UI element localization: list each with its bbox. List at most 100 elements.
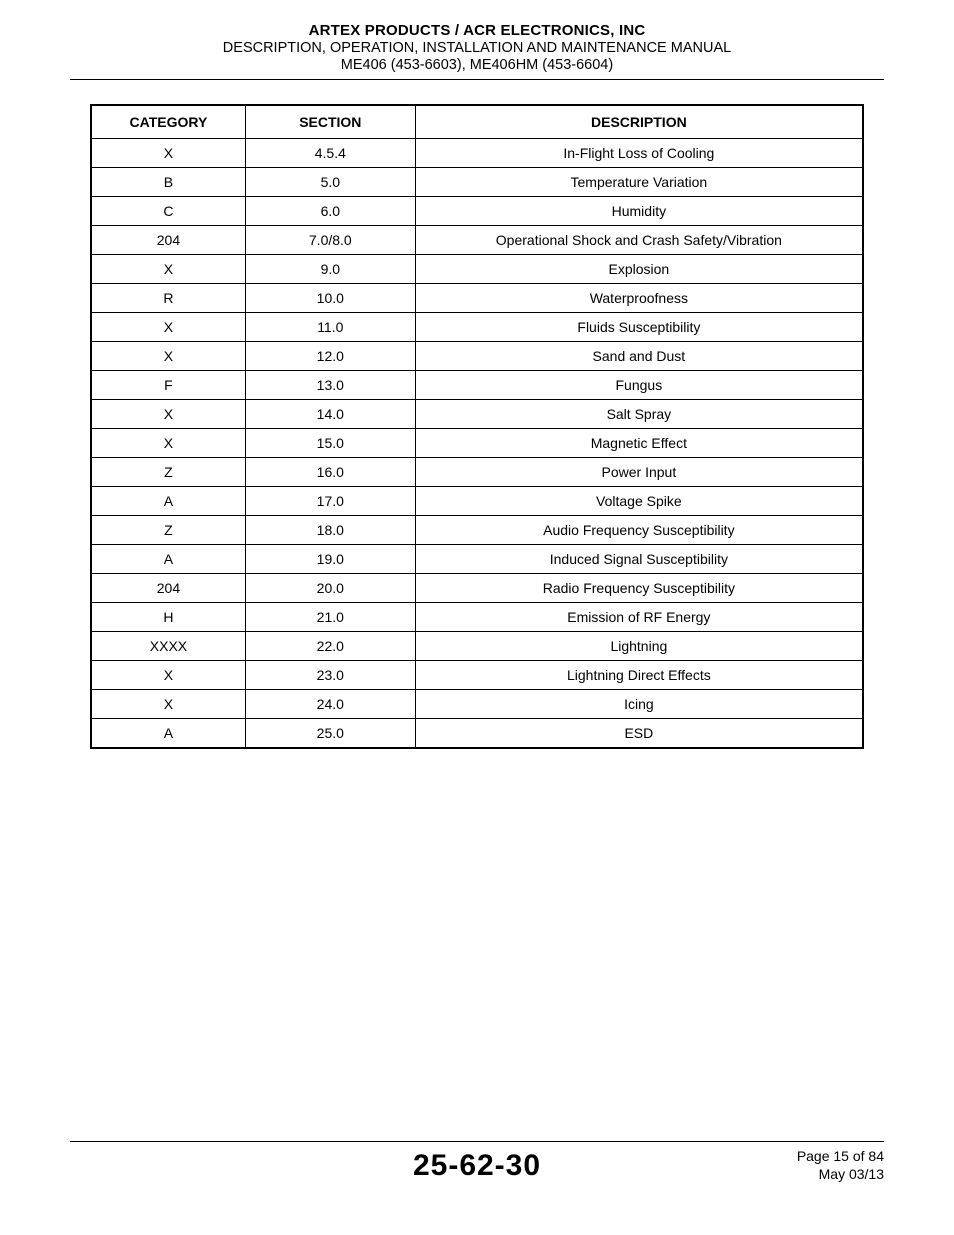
document-page: ARTEX PRODUCTS / ACR ELECTRONICS, INC DE…	[0, 0, 954, 1235]
cell-description: Operational Shock and Crash Safety/Vibra…	[415, 226, 863, 255]
cell-category: R	[91, 284, 245, 313]
cell-description: Lightning Direct Effects	[415, 661, 863, 690]
cell-description: Lightning	[415, 632, 863, 661]
table-header-row: CATEGORY SECTION DESCRIPTION	[91, 105, 863, 139]
table-row: X12.0Sand and Dust	[91, 342, 863, 371]
cell-description: Fluids Susceptibility	[415, 313, 863, 342]
th-category: CATEGORY	[91, 105, 245, 139]
cell-category: X	[91, 313, 245, 342]
cell-category: F	[91, 371, 245, 400]
footer-date: May 03/13	[684, 1166, 884, 1184]
cell-category: X	[91, 342, 245, 371]
table-row: A25.0ESD	[91, 719, 863, 749]
cell-description: Icing	[415, 690, 863, 719]
cell-section: 20.0	[245, 574, 415, 603]
table-body: X4.5.4In-Flight Loss of CoolingB5.0Tempe…	[91, 139, 863, 749]
page-footer: 25-62-30 Page 15 of 84 May 03/13	[70, 1141, 884, 1183]
header-models: ME406 (453-6603), ME406HM (453-6604)	[70, 57, 884, 73]
header-rule	[70, 79, 884, 80]
th-section: SECTION	[245, 105, 415, 139]
cell-section: 9.0	[245, 255, 415, 284]
cell-description: Explosion	[415, 255, 863, 284]
cell-description: ESD	[415, 719, 863, 749]
cell-section: 7.0/8.0	[245, 226, 415, 255]
cell-section: 22.0	[245, 632, 415, 661]
cell-category: C	[91, 197, 245, 226]
cell-category: Z	[91, 458, 245, 487]
cell-section: 16.0	[245, 458, 415, 487]
spec-table: CATEGORY SECTION DESCRIPTION X4.5.4In-Fl…	[90, 104, 864, 749]
footer-rule	[70, 1141, 884, 1142]
cell-category: X	[91, 690, 245, 719]
footer-right: Page 15 of 84 May 03/13	[684, 1148, 884, 1183]
page-header: ARTEX PRODUCTS / ACR ELECTRONICS, INC DE…	[70, 20, 884, 80]
table-row: 20420.0Radio Frequency Susceptibility	[91, 574, 863, 603]
table-row: F13.0Fungus	[91, 371, 863, 400]
header-subtitle: DESCRIPTION, OPERATION, INSTALLATION AND…	[70, 40, 884, 56]
cell-category: H	[91, 603, 245, 632]
table-row: C6.0Humidity	[91, 197, 863, 226]
cell-description: Temperature Variation	[415, 168, 863, 197]
cell-category: X	[91, 661, 245, 690]
cell-section: 5.0	[245, 168, 415, 197]
cell-section: 14.0	[245, 400, 415, 429]
cell-category: X	[91, 255, 245, 284]
cell-section: 12.0	[245, 342, 415, 371]
header-company: ARTEX PRODUCTS / ACR ELECTRONICS, INC	[70, 22, 884, 39]
cell-category: X	[91, 139, 245, 168]
cell-category: 204	[91, 226, 245, 255]
cell-description: Waterproofness	[415, 284, 863, 313]
cell-section: 17.0	[245, 487, 415, 516]
cell-description: In-Flight Loss of Cooling	[415, 139, 863, 168]
cell-section: 24.0	[245, 690, 415, 719]
table-row: A19.0Induced Signal Susceptibility	[91, 545, 863, 574]
cell-section: 18.0	[245, 516, 415, 545]
cell-section: 23.0	[245, 661, 415, 690]
cell-description: Magnetic Effect	[415, 429, 863, 458]
table-row: H21.0Emission of RF Energy	[91, 603, 863, 632]
table-row: XXXX22.0Lightning	[91, 632, 863, 661]
footer-page: Page 15 of 84	[684, 1148, 884, 1166]
cell-category: XXXX	[91, 632, 245, 661]
table-row: X11.0Fluids Susceptibility	[91, 313, 863, 342]
cell-section: 19.0	[245, 545, 415, 574]
footer-row: 25-62-30 Page 15 of 84 May 03/13	[70, 1148, 884, 1183]
table-row: X4.5.4In-Flight Loss of Cooling	[91, 139, 863, 168]
table-row: X15.0Magnetic Effect	[91, 429, 863, 458]
table-row: X24.0Icing	[91, 690, 863, 719]
table-row: X23.0Lightning Direct Effects	[91, 661, 863, 690]
table-row: Z16.0Power Input	[91, 458, 863, 487]
cell-description: Humidity	[415, 197, 863, 226]
cell-section: 6.0	[245, 197, 415, 226]
th-description: DESCRIPTION	[415, 105, 863, 139]
cell-description: Emission of RF Energy	[415, 603, 863, 632]
cell-category: X	[91, 429, 245, 458]
table-row: A17.0Voltage Spike	[91, 487, 863, 516]
cell-category: A	[91, 719, 245, 749]
cell-category: A	[91, 545, 245, 574]
table-row: 2047.0/8.0Operational Shock and Crash Sa…	[91, 226, 863, 255]
cell-description: Audio Frequency Susceptibility	[415, 516, 863, 545]
table-row: B5.0Temperature Variation	[91, 168, 863, 197]
cell-section: 13.0	[245, 371, 415, 400]
cell-section: 4.5.4	[245, 139, 415, 168]
cell-category: 204	[91, 574, 245, 603]
cell-description: Sand and Dust	[415, 342, 863, 371]
cell-description: Radio Frequency Susceptibility	[415, 574, 863, 603]
cell-category: X	[91, 400, 245, 429]
footer-docnum: 25-62-30	[270, 1149, 684, 1183]
cell-description: Power Input	[415, 458, 863, 487]
cell-description: Voltage Spike	[415, 487, 863, 516]
cell-description: Fungus	[415, 371, 863, 400]
cell-description: Induced Signal Susceptibility	[415, 545, 863, 574]
cell-section: 25.0	[245, 719, 415, 749]
cell-category: Z	[91, 516, 245, 545]
cell-section: 21.0	[245, 603, 415, 632]
table-row: X9.0Explosion	[91, 255, 863, 284]
cell-section: 11.0	[245, 313, 415, 342]
cell-section: 10.0	[245, 284, 415, 313]
cell-category: B	[91, 168, 245, 197]
cell-section: 15.0	[245, 429, 415, 458]
cell-category: A	[91, 487, 245, 516]
spec-table-wrap: CATEGORY SECTION DESCRIPTION X4.5.4In-Fl…	[70, 104, 884, 749]
